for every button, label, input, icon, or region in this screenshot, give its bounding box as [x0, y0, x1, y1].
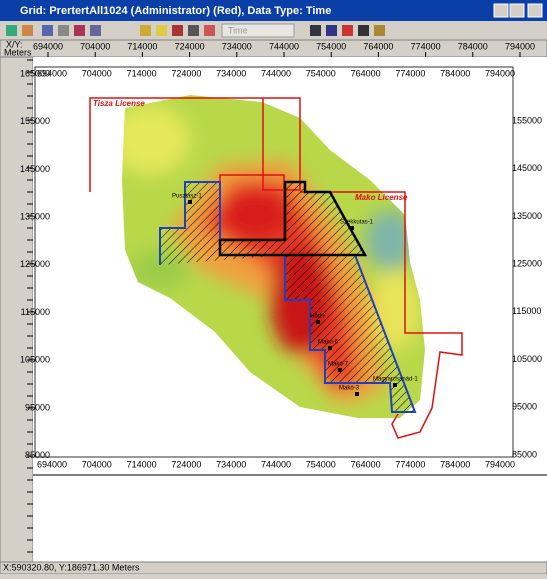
x-label: 704000: [82, 459, 112, 469]
well-marker: [338, 368, 342, 372]
y-label: 85000: [25, 450, 50, 460]
x-label: 734000: [216, 459, 246, 469]
left-ruler-ticks: [27, 59, 33, 553]
ruler-label: 714000: [127, 41, 157, 51]
window-buttons[interactable]: [493, 3, 543, 18]
y-label: 105000: [20, 355, 50, 365]
well-marker: [316, 320, 320, 324]
ruler-label: 784000: [458, 41, 488, 51]
well-label: Pusztasz-1: [172, 194, 202, 200]
ruler-label: 754000: [316, 41, 346, 51]
well-label: Hód-I: [310, 314, 325, 320]
x-label: 764000: [351, 459, 381, 469]
ruler-label: 724000: [175, 41, 205, 51]
x-label: 754000: [306, 68, 336, 78]
x-label: 714000: [127, 459, 157, 469]
y-label: 155000: [20, 116, 50, 126]
title-bar: [0, 0, 547, 21]
y-label: 145000: [512, 163, 542, 173]
x-label: 754000: [306, 459, 336, 469]
y-label: 95000: [25, 402, 50, 412]
y-label: 115000: [21, 307, 50, 317]
x-label: 724000: [171, 459, 201, 469]
ruler-label: 764000: [363, 41, 393, 51]
ruler-label: 744000: [269, 41, 299, 51]
well-marker: [328, 346, 332, 350]
y-label: 85000: [512, 449, 537, 459]
x-label: 794000: [485, 68, 515, 78]
license-label: Mako License: [355, 193, 408, 202]
x-label: 744000: [261, 459, 291, 469]
x-label: 694000: [37, 68, 67, 78]
y-label: 155000: [512, 115, 542, 125]
ruler-corner: X/Y:: [6, 39, 23, 49]
x-label: 744000: [261, 68, 291, 78]
dropdown-text: Time: [228, 25, 248, 35]
well-label: Magyarcsanád-1: [373, 377, 418, 383]
y-label: 135000: [512, 211, 542, 221]
well-label: Makó-3: [339, 386, 360, 392]
blue-area: [284, 254, 417, 413]
y-label: 95000: [512, 402, 537, 412]
y-label: 135000: [20, 211, 50, 221]
y-label: 165000: [20, 68, 50, 78]
ruler-label: 794000: [505, 41, 535, 51]
x-label: 734000: [216, 68, 246, 78]
wells: Pusztasz-1 Székkutas-1 Hód-I Makó-6 Makó-7 Ma…: [172, 194, 418, 396]
well-marker: [355, 392, 359, 396]
x-label: 714000: [127, 68, 157, 78]
license-label: Tisza License: [93, 99, 145, 108]
dropdown[interactable]: [221, 23, 295, 38]
well-marker: [350, 226, 354, 230]
x-label: 774000: [395, 68, 425, 78]
window-title: Grid: PrertertAll1024 (Administrator) (R…: [20, 5, 331, 17]
well-marker: [393, 383, 397, 387]
well-label: Makó-6: [318, 340, 339, 346]
ruler-label: 704000: [80, 41, 110, 51]
x-label: 694000: [37, 459, 67, 469]
x-label: 774000: [395, 459, 425, 469]
toolbar-icons[interactable]: [6, 25, 385, 36]
y-label: 115000: [512, 306, 541, 316]
ruler-corner: Meters: [4, 47, 32, 57]
x-label: 784000: [440, 459, 470, 469]
map-frame: [34, 66, 514, 458]
x-label: 704000: [82, 68, 112, 78]
mako-license: [300, 191, 463, 439]
ruler-label: 694000: [33, 41, 63, 51]
well-label: Makó-7: [328, 362, 349, 368]
y-label: 145000: [20, 164, 50, 174]
x-label: 784000: [440, 68, 470, 78]
x-label: 724000: [171, 68, 201, 78]
black-area: [218, 180, 368, 257]
well-marker: [188, 200, 192, 204]
x-label: 794000: [485, 459, 515, 469]
x-label: 764000: [351, 68, 381, 78]
axis-labels: 694000 704000 714000 724000 734000 744000 7540…: [20, 41, 542, 469]
tisza-license: [89, 97, 301, 192]
y-label: 125000: [20, 259, 50, 269]
ruler-label: 734000: [222, 41, 252, 51]
status-text: X:590320.80, Y:186971.30 Meters: [3, 562, 140, 572]
ruler-label: 774000: [411, 41, 441, 51]
y-label: 105000: [512, 354, 542, 364]
well-label: Székkutas-1: [340, 220, 374, 226]
y-label: 125000: [512, 258, 542, 268]
